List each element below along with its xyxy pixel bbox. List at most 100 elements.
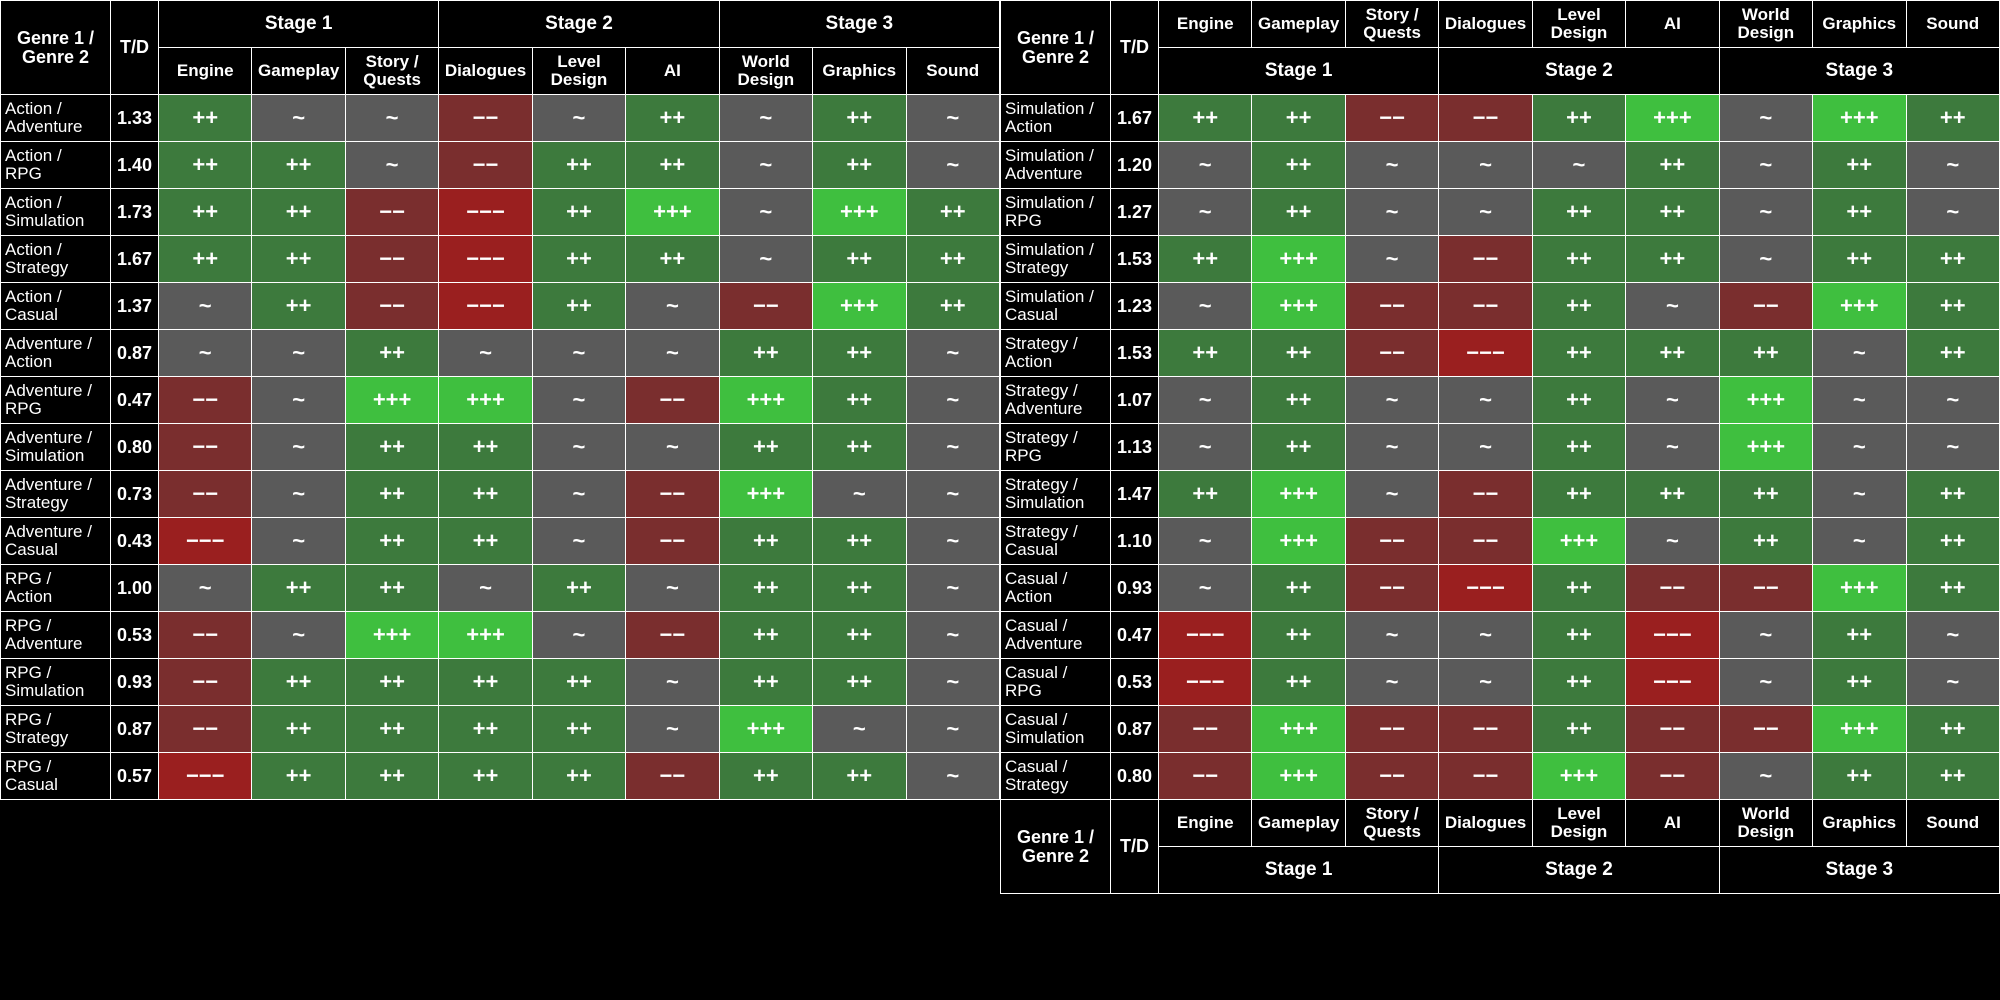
rating-cell: ~ bbox=[1906, 424, 2000, 471]
rating-cell: ~ bbox=[1626, 424, 1719, 471]
rating-cell: −− bbox=[1345, 330, 1438, 377]
rating-cell: ++ bbox=[1252, 377, 1345, 424]
table-row: Action /Casual1.37~++−−−−−++~−−+++++ bbox=[1, 283, 1000, 330]
header-col-8: Sound bbox=[906, 48, 1000, 95]
rating-cell: ~ bbox=[906, 753, 1000, 800]
header-td: T/D bbox=[111, 1, 159, 95]
rating-cell: +++ bbox=[626, 189, 719, 236]
rating-cell: ~ bbox=[1439, 612, 1532, 659]
td-cell: 1.20 bbox=[1111, 142, 1159, 189]
table-row: Adventure /Strategy0.73−−~++++~−−+++~~ bbox=[1, 471, 1000, 518]
td-cell: 0.93 bbox=[1111, 565, 1159, 612]
table-row: RPG /Simulation0.93−−++++++++~++++~ bbox=[1, 659, 1000, 706]
td-cell: 1.10 bbox=[1111, 518, 1159, 565]
rating-cell: +++ bbox=[1252, 471, 1345, 518]
rating-cell: ~ bbox=[1439, 189, 1532, 236]
rating-cell: ~ bbox=[1345, 424, 1438, 471]
td-cell: 0.93 bbox=[111, 659, 159, 706]
rating-cell: −−− bbox=[1626, 612, 1719, 659]
rating-cell: ~ bbox=[906, 377, 1000, 424]
rating-cell: ++ bbox=[813, 95, 906, 142]
rating-cell: −− bbox=[1626, 706, 1719, 753]
rating-cell: ++ bbox=[1532, 659, 1625, 706]
rating-cell: ~ bbox=[626, 659, 719, 706]
table-row: Action /RPG1.40++++~−−++++~++~ bbox=[1, 142, 1000, 189]
table-row: Adventure /Simulation0.80−−~++++~~++++~ bbox=[1, 424, 1000, 471]
rating-cell: ~ bbox=[345, 95, 438, 142]
right-table: Genre 1 /Genre 2T/DEngineGameplayStory /… bbox=[1000, 0, 2000, 894]
rating-cell: ++ bbox=[1159, 330, 1252, 377]
rating-cell: −−− bbox=[159, 753, 252, 800]
rating-cell: ~ bbox=[252, 424, 345, 471]
rating-cell: −−− bbox=[439, 236, 532, 283]
rating-cell: −−− bbox=[1439, 330, 1532, 377]
rating-cell: ~ bbox=[1345, 236, 1438, 283]
rating-cell: −−− bbox=[1159, 659, 1252, 706]
rating-cell: ++ bbox=[1252, 565, 1345, 612]
footer-col-7: Graphics bbox=[1813, 800, 1906, 847]
header-col-3: Dialogues bbox=[439, 48, 532, 95]
rating-cell: −− bbox=[1719, 706, 1812, 753]
rating-cell: ~ bbox=[626, 565, 719, 612]
rating-cell: −− bbox=[1345, 283, 1438, 330]
rating-cell: −−− bbox=[439, 189, 532, 236]
rating-cell: −−− bbox=[159, 518, 252, 565]
footer-stage-1: Stage 1 bbox=[1159, 847, 1439, 894]
rating-cell: ++ bbox=[1532, 330, 1625, 377]
header-col-1: Gameplay bbox=[1252, 1, 1345, 48]
rating-cell: ++ bbox=[1532, 377, 1625, 424]
rating-cell: +++ bbox=[719, 471, 812, 518]
footer-col-3: Dialogues bbox=[1439, 800, 1532, 847]
rating-cell: ++ bbox=[532, 283, 625, 330]
rating-cell: ~ bbox=[1439, 424, 1532, 471]
rating-cell: ++ bbox=[252, 565, 345, 612]
td-cell: 0.53 bbox=[111, 612, 159, 659]
rating-cell: −− bbox=[1345, 95, 1438, 142]
rating-cell: ++ bbox=[345, 565, 438, 612]
left-panel: Genre 1 /Genre 2T/DStage 1Stage 2Stage 3… bbox=[0, 0, 1000, 894]
footer-stage-3: Stage 3 bbox=[1719, 847, 1999, 894]
rating-cell: ++ bbox=[1813, 753, 1906, 800]
rating-cell: ++ bbox=[1906, 283, 2000, 330]
genre-cell: RPG /Casual bbox=[1, 753, 111, 800]
rating-cell: ++ bbox=[252, 236, 345, 283]
rating-cell: −− bbox=[1439, 518, 1532, 565]
rating-cell: ~ bbox=[1159, 518, 1252, 565]
rating-cell: ++ bbox=[532, 753, 625, 800]
rating-cell: ~ bbox=[906, 612, 1000, 659]
table-row: Simulation /Strategy1.53+++++~−−++++~+++… bbox=[1001, 236, 2000, 283]
rating-cell: ++ bbox=[1532, 189, 1625, 236]
td-cell: 1.53 bbox=[1111, 330, 1159, 377]
rating-cell: ++ bbox=[1719, 518, 1812, 565]
header-col-3: Dialogues bbox=[1439, 1, 1532, 48]
rating-cell: ~ bbox=[626, 283, 719, 330]
rating-cell: ~ bbox=[906, 659, 1000, 706]
rating-cell: ~ bbox=[1813, 330, 1906, 377]
rating-cell: ++ bbox=[159, 189, 252, 236]
rating-cell: ~ bbox=[1159, 565, 1252, 612]
rating-cell: ++ bbox=[1626, 471, 1719, 518]
rating-cell: −− bbox=[1626, 565, 1719, 612]
rating-cell: ++ bbox=[159, 142, 252, 189]
genre-cell: Strategy /Simulation bbox=[1001, 471, 1111, 518]
rating-cell: −− bbox=[1345, 518, 1438, 565]
rating-cell: ~ bbox=[719, 236, 812, 283]
rating-cell: ++ bbox=[439, 753, 532, 800]
rating-cell: −− bbox=[159, 377, 252, 424]
rating-cell: ~ bbox=[1345, 612, 1438, 659]
rating-cell: ++ bbox=[1813, 142, 1906, 189]
rating-cell: −− bbox=[1439, 706, 1532, 753]
rating-cell: +++ bbox=[1252, 518, 1345, 565]
table-row: Action /Strategy1.67++++−−−−−++++~++++ bbox=[1, 236, 1000, 283]
rating-cell: ~ bbox=[1159, 424, 1252, 471]
rating-cell: ++ bbox=[1813, 612, 1906, 659]
rating-cell: ++ bbox=[813, 424, 906, 471]
table-row: Adventure /Casual0.43−−−~++++~−−++++~ bbox=[1, 518, 1000, 565]
rating-cell: ~ bbox=[719, 189, 812, 236]
rating-cell: ++ bbox=[532, 189, 625, 236]
rating-cell: ++ bbox=[252, 142, 345, 189]
rating-cell: ~ bbox=[252, 518, 345, 565]
footer-col-8: Sound bbox=[1906, 800, 2000, 847]
rating-cell: −− bbox=[159, 659, 252, 706]
table-row: Strategy /Adventure1.07~++~~++~+++~~ bbox=[1001, 377, 2000, 424]
